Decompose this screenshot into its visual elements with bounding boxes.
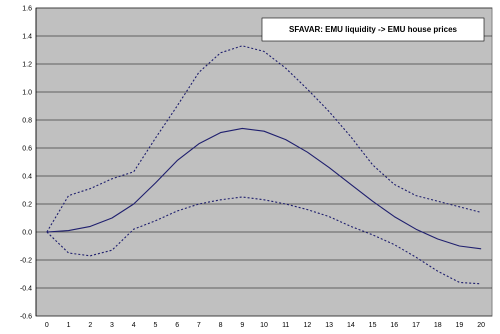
y-axis-tick-labels: -0.6 -0.4 -0.2 0.0 0.2 0.4 0.6 0.8 1.0 1.2 1.4 1.6: [20, 6, 32, 321]
x-tick-label: 12: [304, 322, 312, 329]
series-line-upper-band: [46, 45, 482, 233]
legend: SFAVAR: EMU liquidity -> EMU house price…: [261, 17, 485, 42]
plot-area: [35, 7, 493, 317]
x-tick-label: 9: [240, 322, 244, 329]
x-tick-label: 8: [219, 322, 223, 329]
x-tick-label: 20: [477, 322, 485, 329]
x-tick-label: 16: [390, 322, 398, 329]
y-tick-label: 1.2: [22, 62, 32, 69]
x-tick-label: 13: [325, 322, 333, 329]
x-tick-label: 11: [282, 322, 289, 329]
x-tick-label: 6: [175, 322, 179, 329]
x-tick-label: 3: [110, 322, 114, 329]
x-tick-label: 15: [369, 322, 377, 329]
legend-box: [261, 17, 485, 42]
y-tick-label: 0.0: [22, 230, 32, 237]
x-tick-label: 7: [197, 322, 201, 329]
y-tick-label: 0.4: [22, 174, 32, 181]
x-tick-label: 2: [88, 322, 92, 329]
x-tick-label: 10: [260, 322, 268, 329]
y-tick-label: -0.6: [20, 314, 32, 321]
y-tick-label: -0.2: [20, 258, 32, 265]
series-line-estimate: [46, 127, 482, 250]
x-tick-label: 18: [434, 322, 442, 329]
x-tick-label: 0: [45, 322, 49, 329]
y-tick-label: 0.8: [22, 118, 32, 125]
y-tick-label: 1.4: [22, 34, 32, 41]
x-tick-label: 5: [153, 322, 157, 329]
x-tick-label: 4: [132, 322, 136, 329]
y-tick-label: 1.6: [22, 6, 32, 13]
x-axis-tick-labels: 0 1 2 3 4 5 6 7 8 9 10 11 12 13 14 15 16 17 18 19 20: [45, 322, 485, 329]
series-lines: [46, 45, 482, 285]
y-tick-label: 1.0: [22, 90, 32, 97]
x-tick-label: 14: [347, 322, 355, 329]
gridlines: [35, 7, 492, 317]
x-tick-label: 1: [67, 322, 71, 329]
y-tick-label: 0.2: [22, 202, 32, 209]
y-tick-label: -0.4: [20, 286, 32, 293]
y-tick-label: 0.6: [22, 146, 32, 153]
x-tick-label: 17: [412, 322, 420, 329]
legend-label: SFAVAR: EMU liquidity -> EMU house price…: [289, 25, 457, 34]
series-line-lower-band: [46, 196, 482, 285]
x-tick-label: 19: [456, 322, 464, 329]
